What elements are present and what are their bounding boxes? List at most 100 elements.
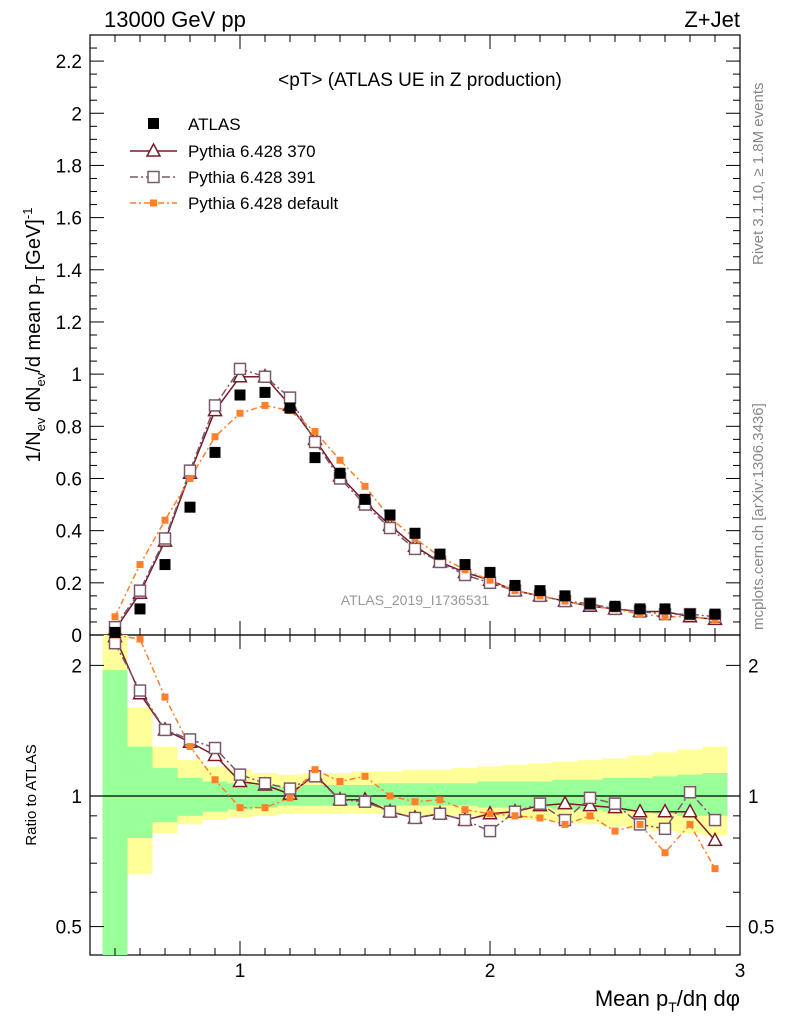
atlas-point <box>709 608 721 620</box>
series-point <box>261 401 269 409</box>
ratio-point <box>682 803 698 818</box>
legend: ATLAS Pythia 6.428 370 Pythia 6.428 391 … <box>130 115 339 213</box>
x-tick-label: 3 <box>735 961 746 982</box>
series-point <box>133 584 147 597</box>
ratio-point <box>461 806 469 814</box>
legend-391-label: Pythia 6.428 391 <box>188 168 316 187</box>
tick-labels: 0 0.2 0.4 0.6 0.8 1 1.2 1.4 1.6 1.8 2 2.2 1 2 3 0.5 0.5 1… <box>56 52 775 982</box>
ratio-point <box>636 820 644 828</box>
series-point <box>111 613 119 621</box>
series-point <box>383 521 397 535</box>
axis-ticks <box>89 34 741 955</box>
ratio-tick-label-right: 0.5 <box>748 918 774 939</box>
ratio-point <box>511 812 519 820</box>
ratio-point <box>582 797 598 812</box>
ratio-point <box>657 803 673 818</box>
atlas-point <box>684 608 696 620</box>
atlas-point <box>284 402 296 414</box>
ratio-point <box>458 813 472 827</box>
x-axis-title: Mean pT/dη dφ <box>595 986 740 1015</box>
ratio-point <box>608 797 622 810</box>
series-point <box>186 474 194 482</box>
y-tick-label: 0.6 <box>56 469 82 490</box>
ratio-point <box>658 822 672 836</box>
ratio-point <box>108 636 122 650</box>
ratio-tick-label-right: 2 <box>748 656 759 677</box>
ratio-point <box>561 820 569 828</box>
y-tick-label: 2 <box>71 104 82 125</box>
ratio-point <box>286 794 294 802</box>
ratio-point <box>133 684 147 697</box>
ratio-point <box>661 849 669 857</box>
ratio-point <box>707 831 723 847</box>
y-tick-label: 0.2 <box>56 574 82 595</box>
ratio-y-axis-title: Ratio to ATLAS <box>23 744 40 845</box>
ratio-point <box>207 746 223 762</box>
ratio-point <box>586 812 594 820</box>
ratio-point <box>136 635 144 643</box>
ratio-series-line <box>114 634 716 870</box>
ratio-point <box>433 807 447 821</box>
series-point <box>408 542 422 556</box>
ratio-point <box>483 824 497 838</box>
ratio-point <box>408 811 422 825</box>
ratio-band-green <box>452 783 478 806</box>
atlas-point <box>434 548 446 560</box>
ratio-point <box>161 693 169 701</box>
ratio-tick-label: 1 <box>71 787 82 808</box>
rivet-label: Rivet 3.1.10, ≥ 1.8M events <box>750 83 767 266</box>
ratio-point <box>533 797 547 810</box>
y-tick-label: 0.4 <box>56 522 83 543</box>
ratio-tick-label-right: 1 <box>748 787 759 808</box>
ratio-point <box>158 723 172 737</box>
atlas-point <box>509 579 521 591</box>
ratio-point <box>486 810 494 818</box>
ratio-band-green <box>477 781 503 808</box>
legend-391-marker <box>147 170 160 184</box>
y-tick-label: 1.2 <box>56 313 82 334</box>
ratio-band-green <box>152 768 178 823</box>
ratio-point <box>383 805 397 818</box>
x-tick-label: 2 <box>485 961 496 982</box>
legend-atlas-marker <box>148 118 159 129</box>
ratio-tick-label: 2 <box>71 656 82 677</box>
ratio-point <box>236 804 244 812</box>
series-point <box>233 362 247 376</box>
ratio-point <box>311 766 319 774</box>
ratio-point <box>361 772 369 780</box>
atlas-point <box>159 559 171 571</box>
chart-title: <pT> (ATLAS UE in Z production) <box>278 70 562 91</box>
atlas-point <box>634 603 646 615</box>
series-line <box>114 368 716 628</box>
ratio-band-green <box>177 778 203 816</box>
collision-label: 13000 GeV pp <box>104 7 246 32</box>
y-axis-title: 1/Nev dNev/d mean pT [GeV]-1 <box>20 208 48 463</box>
atlas-point <box>234 389 246 401</box>
ratio-point <box>186 743 194 751</box>
legend-370-marker <box>145 142 162 157</box>
ratio-band-green <box>202 781 228 812</box>
ratio-point <box>258 776 272 790</box>
y-tick-label: 0 <box>71 626 82 647</box>
atlas-point <box>334 467 346 479</box>
atlas-point <box>484 566 496 578</box>
atlas-point <box>584 598 596 610</box>
y-tick-label: 1 <box>71 365 82 386</box>
ratio-point <box>436 796 444 804</box>
series-point <box>486 576 494 584</box>
atlas-point <box>359 493 371 505</box>
atlas-point <box>609 600 621 612</box>
series-point <box>361 482 369 490</box>
y-tick-label: 1.6 <box>56 209 82 230</box>
ratio-point <box>358 795 372 808</box>
ratio-band-green <box>102 670 128 955</box>
legend-default-marker <box>150 199 157 207</box>
atlas-point <box>309 452 321 464</box>
series-point <box>158 532 172 545</box>
atlas-point <box>184 501 196 513</box>
atlas-point <box>559 590 571 602</box>
atlas-point <box>409 527 421 539</box>
ratio-point <box>233 768 247 781</box>
ratio-tick-label: 0.5 <box>56 918 82 939</box>
atlas-point <box>384 509 396 521</box>
